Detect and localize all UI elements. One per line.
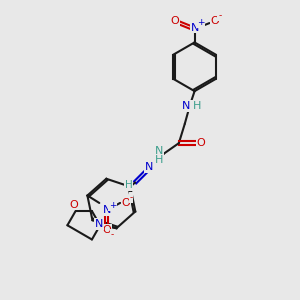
Text: O: O (170, 16, 179, 26)
Text: N: N (145, 162, 153, 172)
Text: N: N (154, 146, 163, 156)
Text: +: + (109, 201, 116, 210)
Text: +: + (197, 18, 204, 27)
Text: O: O (197, 138, 206, 148)
Text: O: O (70, 200, 79, 209)
Text: N: N (182, 101, 191, 111)
Text: H: H (154, 155, 163, 165)
Text: H: H (193, 101, 201, 111)
Text: H: H (125, 180, 133, 190)
Text: N: N (190, 22, 199, 32)
Text: O: O (122, 198, 130, 208)
Text: O: O (210, 16, 219, 26)
Text: O: O (102, 225, 111, 235)
Text: -: - (130, 193, 133, 202)
Text: -: - (218, 11, 221, 20)
Text: -: - (111, 230, 114, 239)
Text: N: N (103, 206, 111, 215)
Text: N: N (94, 219, 103, 229)
